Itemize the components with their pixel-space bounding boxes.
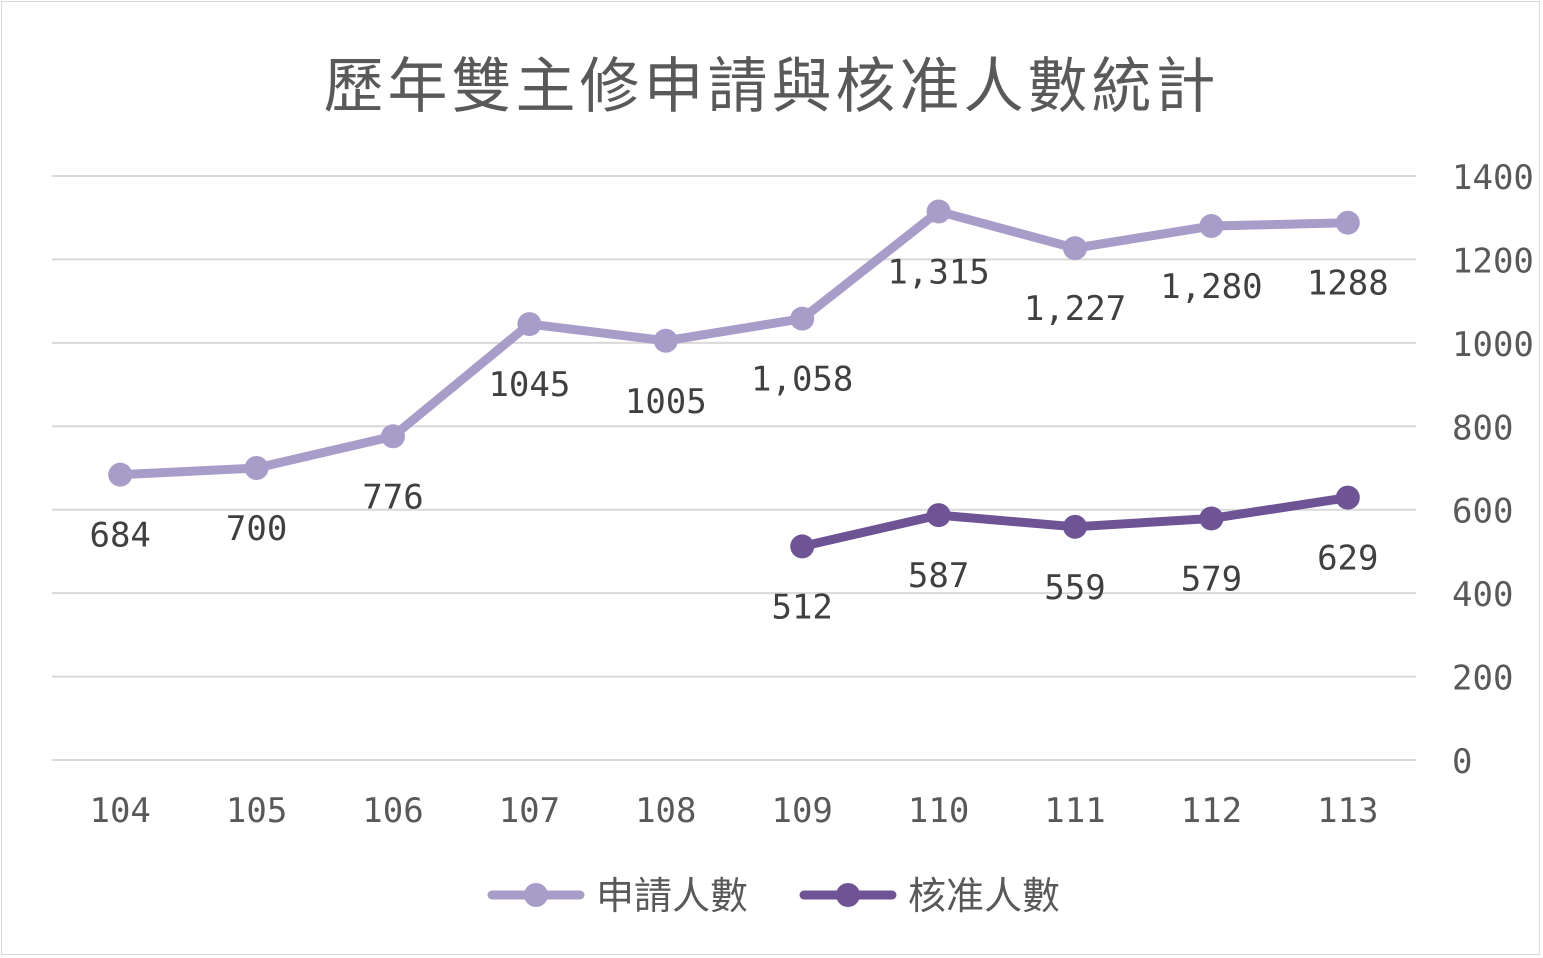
x-tick-label: 106 bbox=[362, 791, 423, 831]
data-label: 1045 bbox=[488, 365, 570, 405]
x-tick-label: 111 bbox=[1044, 791, 1105, 831]
x-tick-label: 105 bbox=[226, 791, 287, 831]
y-tick-label: 1000 bbox=[1452, 325, 1534, 365]
data-label: 700 bbox=[226, 509, 287, 549]
data-point bbox=[926, 199, 951, 224]
data-label: 512 bbox=[771, 587, 832, 627]
data-point bbox=[244, 456, 269, 480]
data-point bbox=[108, 462, 133, 487]
data-point bbox=[381, 424, 405, 449]
x-tick-label: 112 bbox=[1181, 791, 1242, 831]
data-point bbox=[1335, 485, 1360, 510]
data-label: 684 bbox=[89, 516, 150, 556]
y-tick-label: 600 bbox=[1452, 492, 1513, 532]
data-label: 587 bbox=[908, 556, 969, 596]
legend-entry: 核准人數 bbox=[799, 874, 1060, 918]
series-layer: 684 700 776 1045 1005 1,058 1,315 1,227 1,280 128… bbox=[89, 199, 1389, 627]
legend-marker bbox=[524, 883, 548, 907]
gridlines bbox=[52, 175, 1416, 761]
data-point bbox=[926, 503, 951, 528]
data-point bbox=[1199, 214, 1224, 239]
data-label: 1288 bbox=[1307, 264, 1389, 304]
data-label: 1,227 bbox=[1024, 289, 1126, 329]
data-label: 1005 bbox=[625, 382, 707, 422]
data-label: 776 bbox=[362, 477, 423, 517]
data-point bbox=[1335, 210, 1360, 235]
x-tick-label: 109 bbox=[771, 791, 832, 831]
data-point bbox=[1063, 236, 1087, 261]
x-tick-label: 104 bbox=[89, 791, 150, 831]
x-tick-label: 107 bbox=[499, 791, 560, 831]
legend-marker bbox=[836, 883, 860, 907]
y-tick-label: 0 bbox=[1452, 742, 1472, 782]
legend-label: 核准人數 bbox=[908, 874, 1060, 918]
data-label: 629 bbox=[1317, 539, 1378, 579]
data-point bbox=[517, 312, 542, 337]
y-tick-label: 1400 bbox=[1452, 158, 1534, 198]
legend-entry: 申請人數 bbox=[487, 874, 748, 918]
x-tick-label: 113 bbox=[1317, 791, 1378, 831]
x-axis-labels: 104 105 106 107 108 109 110 111 112 113 bbox=[89, 791, 1378, 831]
legend: 申請人數 核准人數 bbox=[487, 874, 1060, 918]
y-tick-label: 400 bbox=[1452, 575, 1513, 615]
data-label: 559 bbox=[1044, 568, 1105, 608]
data-point bbox=[1063, 514, 1087, 539]
x-tick-label: 110 bbox=[908, 791, 969, 831]
data-point bbox=[1199, 506, 1224, 531]
y-tick-label: 200 bbox=[1452, 659, 1513, 699]
data-point bbox=[653, 328, 678, 353]
y-tick-label: 800 bbox=[1452, 408, 1513, 448]
data-label: 1,280 bbox=[1160, 267, 1262, 307]
data-point bbox=[790, 534, 815, 559]
data-label: 1,315 bbox=[887, 252, 989, 292]
y-tick-label: 1200 bbox=[1452, 241, 1534, 281]
data-label: 579 bbox=[1181, 559, 1242, 599]
data-label: 1,058 bbox=[751, 360, 853, 400]
y-axis-ticks: 1400 1200 1000 800 600 400 200 0 bbox=[1452, 158, 1534, 782]
data-point bbox=[790, 306, 815, 331]
legend-label: 申請人數 bbox=[596, 874, 748, 918]
chart-title: 歷年雙主修申請與核准人數統計 bbox=[323, 52, 1220, 122]
x-tick-label: 108 bbox=[635, 791, 696, 831]
series-line bbox=[115, 206, 1353, 480]
